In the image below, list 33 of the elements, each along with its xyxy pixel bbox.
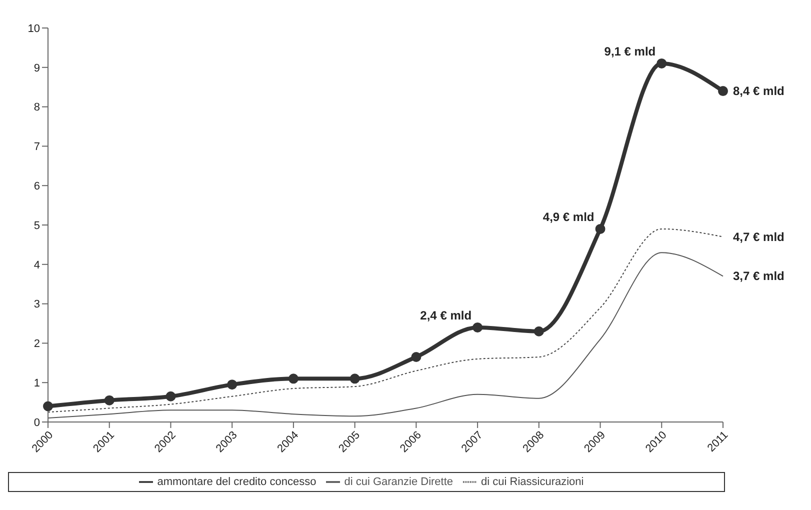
y-tick-label: 1 (34, 378, 40, 390)
y-tick-label: 10 (28, 22, 40, 35)
point (43, 401, 53, 412)
y-tick-label: 5 (34, 220, 40, 232)
annotation: 4,7 € mld (733, 230, 784, 244)
point (288, 374, 298, 384)
point (350, 374, 360, 384)
annotation: 8,4 € mld (733, 84, 784, 98)
legend-label: di cui Riassicurazioni (481, 476, 584, 488)
y-tick-label: 6 (34, 180, 40, 193)
y-tick-label: 8 (34, 102, 40, 114)
y-tick-label: 2 (34, 338, 40, 350)
point (166, 391, 176, 402)
y-tick-label: 0 (34, 416, 40, 429)
annotation: 9,1 € mld (604, 44, 656, 58)
line-series (48, 252, 724, 419)
point (656, 58, 667, 68)
annotation: 3,7 € mld (733, 269, 784, 284)
y-tick-label: 3 (34, 298, 40, 311)
point (595, 224, 606, 234)
point (411, 352, 422, 362)
y-tick-label: 9 (34, 62, 40, 74)
y-tick-label: 4 (34, 259, 40, 272)
legend-label: ammontare del credito concesso (157, 476, 316, 488)
point (718, 86, 728, 96)
point (227, 380, 238, 390)
point (472, 322, 483, 332)
annotation: 2,4 € mld (420, 308, 472, 322)
annotation: 4,9 € mld (542, 210, 594, 224)
point (104, 395, 114, 406)
point (534, 326, 544, 336)
y-tick-label: 7 (34, 141, 40, 154)
legend-label: di cui Garanzie Dirette (344, 476, 454, 488)
